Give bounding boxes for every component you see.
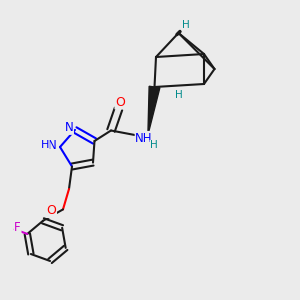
Text: H: H bbox=[150, 140, 158, 151]
Text: H: H bbox=[175, 89, 182, 100]
Text: NH: NH bbox=[135, 131, 153, 145]
Text: H: H bbox=[41, 140, 49, 151]
Polygon shape bbox=[148, 86, 160, 135]
Text: N: N bbox=[48, 139, 57, 152]
Text: H: H bbox=[182, 20, 190, 31]
Text: O: O bbox=[46, 204, 56, 218]
Text: F: F bbox=[14, 221, 21, 234]
Text: O: O bbox=[115, 96, 125, 109]
Text: N: N bbox=[64, 121, 74, 134]
